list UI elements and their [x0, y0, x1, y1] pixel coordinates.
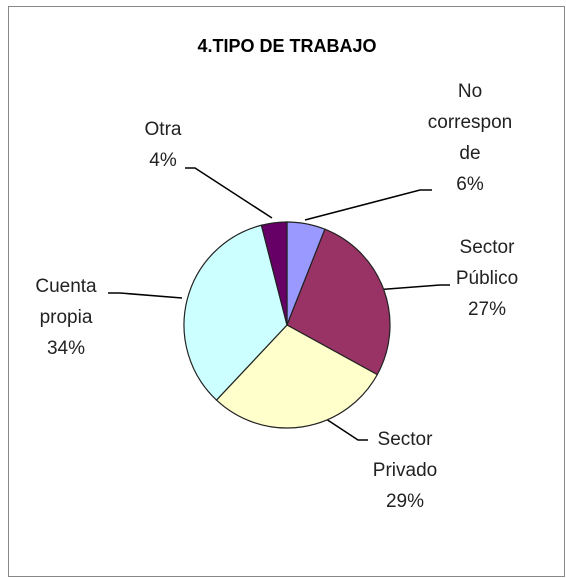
- slice-label: Sector Público 27%: [432, 232, 542, 325]
- chart-title: 4.TIPO DE TRABAJO: [197, 36, 376, 56]
- value-label: 34%: [46, 338, 86, 359]
- pie-slice: [286, 228, 391, 376]
- category-label: No corresponde: [427, 81, 513, 164]
- value-label: 27%: [467, 299, 507, 320]
- slice-label: No corresponde 6%: [424, 76, 516, 200]
- category-label: Otra: [144, 119, 182, 140]
- value-label: 6%: [456, 174, 484, 195]
- pie-slice: [215, 324, 379, 429]
- category-label: Cuenta propia: [35, 276, 97, 328]
- leader-line: [185, 167, 273, 219]
- value-label: 29%: [385, 491, 425, 512]
- slice-label: Cuenta propia 34%: [11, 271, 121, 364]
- slice-label: Sector Privado 29%: [350, 424, 460, 517]
- category-label: Sector Público: [455, 237, 519, 289]
- leader-line: [108, 292, 183, 299]
- leader-line: [304, 189, 432, 221]
- pie-slice: [260, 221, 288, 326]
- leader-line: [319, 414, 368, 441]
- slice-label: Otra 4%: [123, 114, 203, 176]
- value-label: 4%: [149, 150, 177, 171]
- leader-line: [374, 284, 450, 291]
- leader-lines: [108, 167, 450, 441]
- pie-slice: [183, 224, 288, 401]
- category-label: Sector Privado: [372, 429, 438, 481]
